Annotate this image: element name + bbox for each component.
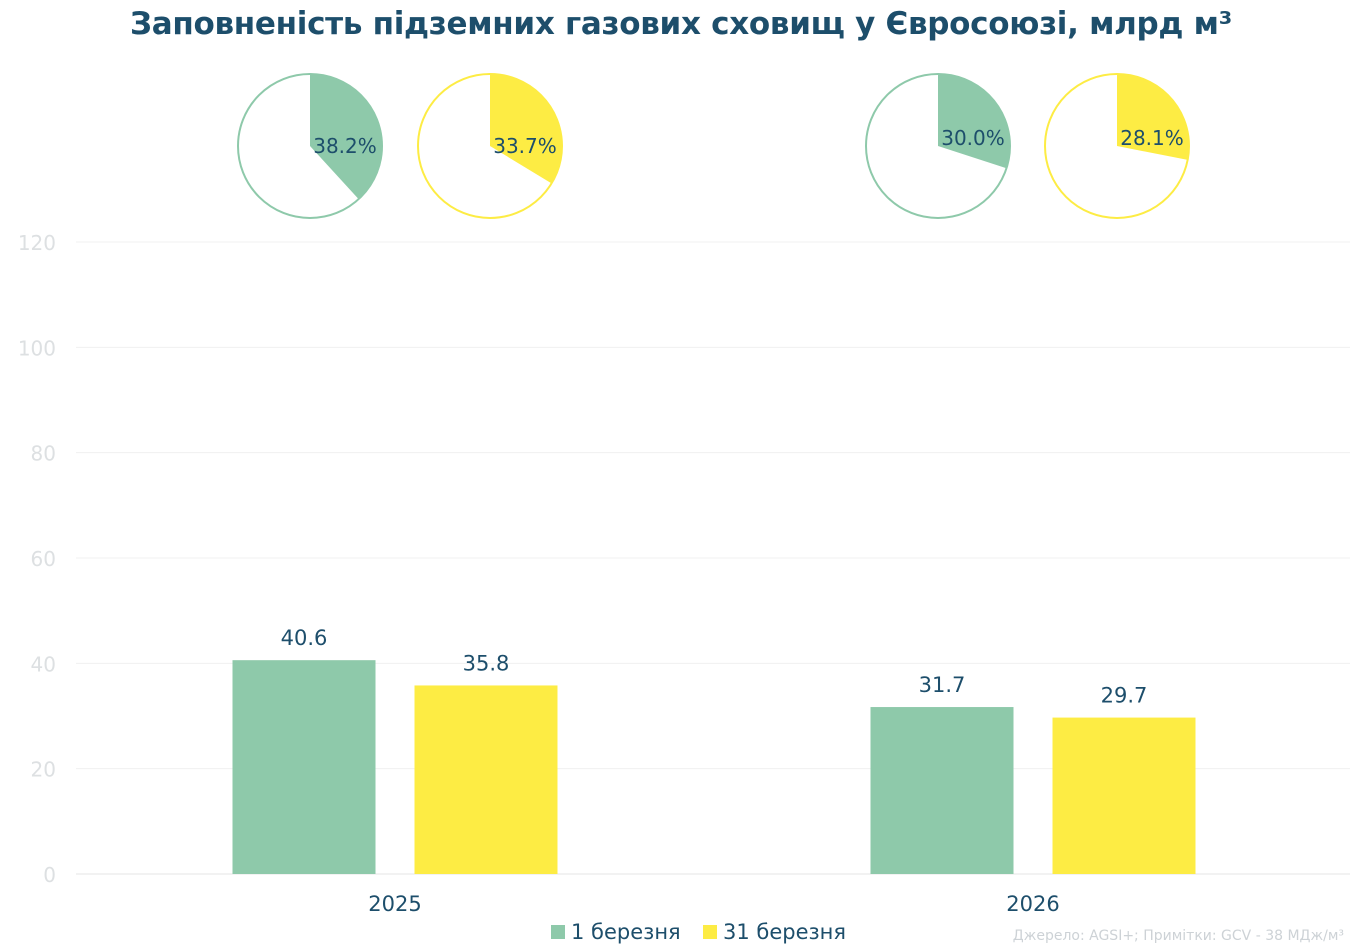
pie-label: 38.2% bbox=[313, 134, 377, 158]
pie-slice bbox=[490, 74, 563, 184]
x-tick-label: 2025 bbox=[368, 892, 421, 916]
y-tick-label: 20 bbox=[31, 758, 56, 782]
bar bbox=[870, 707, 1014, 874]
pie-label: 28.1% bbox=[1120, 126, 1184, 150]
y-tick-label: 80 bbox=[31, 442, 56, 466]
data-label: 35.8 bbox=[463, 651, 510, 675]
chart-title: Заповненість підземних газових сховищ у … bbox=[130, 6, 1232, 42]
source-note: Джерело: AGSI+; Примітки: GCV - 38 МДж/м… bbox=[1012, 928, 1344, 944]
legend-item-1: 1 березня bbox=[551, 920, 681, 944]
data-label: 29.7 bbox=[1101, 684, 1148, 708]
y-tick-label: 40 bbox=[31, 652, 56, 676]
legend: 1 березня 31 березня bbox=[0, 920, 1362, 948]
legend-swatch-1 bbox=[551, 925, 565, 939]
pie-slice bbox=[938, 74, 1011, 169]
bar bbox=[1052, 717, 1196, 874]
pie-slice bbox=[310, 74, 382, 200]
y-tick-label: 0 bbox=[43, 863, 56, 887]
bar bbox=[232, 660, 376, 874]
x-tick-label: 2026 bbox=[1006, 892, 1059, 916]
legend-label-2: 31 березня bbox=[723, 920, 847, 944]
y-tick-label: 60 bbox=[31, 547, 56, 571]
legend-item-2: 31 березня bbox=[703, 920, 846, 944]
pie-slice bbox=[1117, 74, 1189, 160]
data-label: 40.6 bbox=[281, 626, 328, 650]
legend-swatch-2 bbox=[703, 925, 717, 939]
data-label: 31.7 bbox=[919, 673, 966, 697]
bar bbox=[414, 685, 558, 874]
y-tick-label: 100 bbox=[18, 336, 56, 360]
legend-label-1: 1 березня bbox=[571, 920, 681, 944]
pie-label: 30.0% bbox=[941, 126, 1005, 150]
pie-label: 33.7% bbox=[493, 134, 557, 158]
y-tick-label: 120 bbox=[18, 231, 56, 255]
